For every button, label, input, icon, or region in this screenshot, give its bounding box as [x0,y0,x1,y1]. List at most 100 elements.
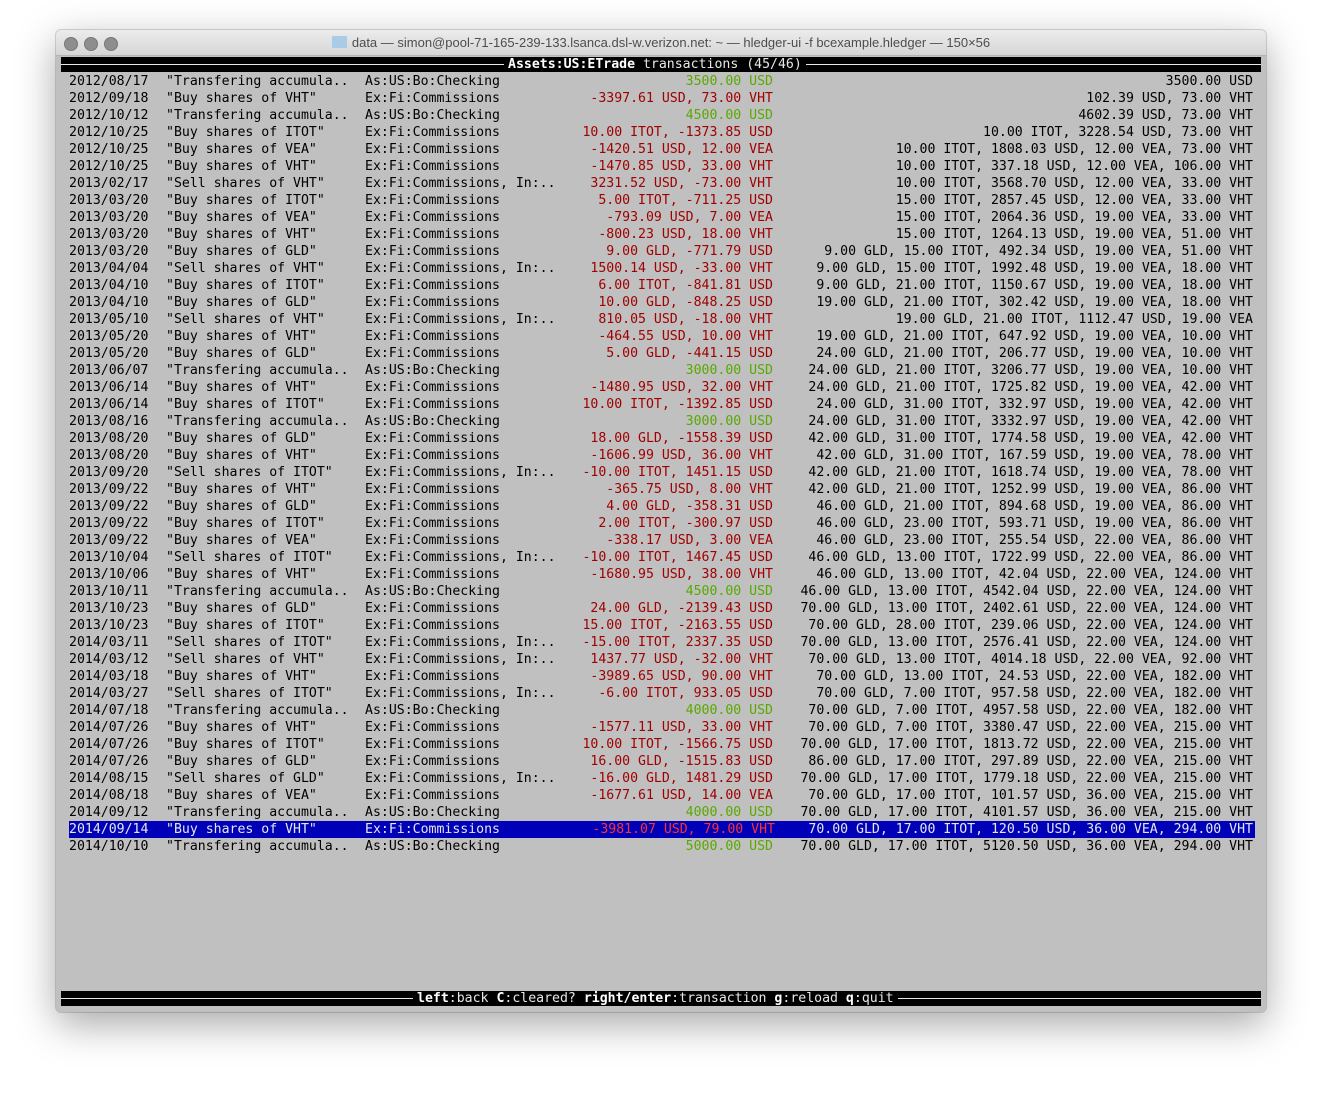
transaction-row[interactable]: 2014/07/26 "Buy shares of ITOT" Ex:Fi:Comm… [61,736,1261,753]
transaction-row[interactable]: 2013/10/06 "Buy shares of VHT" Ex:Fi:Commi… [61,566,1261,583]
balance-cell: 42.00 GLD, 21.00 ITOT, 1252.99 USD, 19.0… [808,482,1253,497]
balance-cell: 19.00 GLD, 21.00 ITOT, 647.92 USD, 19.00… [816,329,1253,344]
description-cell: "Buy shares of GLD" [166,431,317,446]
transaction-row[interactable]: 2013/10/04 "Sell shares of ITOT" Ex:Fi:Com… [61,549,1261,566]
description-cell: "Buy shares of ITOT" [166,516,325,531]
account-cell: Ex:Fi:Commissions [365,329,500,344]
transaction-row[interactable]: 2013/04/10 "Buy shares of GLD" Ex:Fi:Commi… [61,294,1261,311]
transaction-row[interactable]: 2014/03/11 "Sell shares of ITOT" Ex:Fi:Com… [61,634,1261,651]
transaction-row[interactable]: 2013/09/22 "Buy shares of VHT" Ex:Fi:Commi… [61,481,1261,498]
transaction-row[interactable]: 2013/05/10 "Sell shares of VHT" Ex:Fi:Comm… [61,311,1261,328]
account-cell: Ex:Fi:Commissions [365,737,500,752]
balance-cell: 70.00 GLD, 7.00 ITOT, 4957.58 USD, 22.00… [808,703,1253,718]
change-cell: 16.00 GLD, -1515.83 USD [590,754,773,769]
transaction-row[interactable]: 2013/10/23 "Buy shares of ITOT" Ex:Fi:Comm… [61,617,1261,634]
separator: : [448,991,457,1006]
change-cell: 4500.00 USD [685,584,773,599]
account-cell: Ex:Fi:Commissions, In:.. [365,635,556,650]
transaction-row[interactable]: 2014/03/18 "Buy shares of VHT" Ex:Fi:Commi… [61,668,1261,685]
transaction-row[interactable]: 2014/07/26 "Buy shares of VHT" Ex:Fi:Commi… [61,719,1261,736]
account-cell: Ex:Fi:Commissions [365,618,500,633]
date-cell: 2013/08/20 [69,431,149,446]
transaction-row[interactable]: 2013/10/11 "Transfering accumula.. As:US:B… [61,583,1261,600]
transaction-row[interactable]: 2012/10/12 "Transfering accumula.. As:US:B… [61,107,1261,124]
balance-cell: 3500.00 USD [1165,74,1253,89]
transaction-row[interactable]: 2014/09/12 "Transfering accumula.. As:US:B… [61,804,1261,821]
transaction-row[interactable]: 2013/03/20 "Buy shares of GLD" Ex:Fi:Commi… [61,243,1261,260]
terminal[interactable]: Assets:US:ETrade transactions (45/46) 20… [61,56,1261,1012]
transaction-row[interactable]: 2013/03/20 "Buy shares of VEA" Ex:Fi:Commi… [61,209,1261,226]
screen-label: transactions (45/46) [635,57,802,72]
screen-title: Assets:US:ETrade transactions (45/46) [504,57,806,72]
transaction-row[interactable]: 2013/04/10 "Buy shares of ITOT" Ex:Fi:Comm… [61,277,1261,294]
balance-cell: 9.00 GLD, 15.00 ITOT, 1992.48 USD, 19.00… [816,261,1253,276]
transaction-row[interactable]: 2014/10/10 "Transfering accumula.. As:US:B… [61,838,1261,855]
balance-cell: 9.00 GLD, 21.00 ITOT, 1150.67 USD, 19.00… [816,278,1253,293]
transaction-row[interactable]: 2013/09/20 "Sell shares of ITOT" Ex:Fi:Com… [61,464,1261,481]
transaction-row[interactable]: 2013/09/22 "Buy shares of VEA" Ex:Fi:Commi… [61,532,1261,549]
transaction-row[interactable]: 2012/08/17 "Transfering accumula.. As:US:B… [61,73,1261,90]
account-cell: As:US:Bo:Checking [365,363,500,378]
zoom-button[interactable] [104,37,118,51]
transaction-row[interactable]: 2013/03/20 "Buy shares of ITOT" Ex:Fi:Comm… [61,192,1261,209]
date-cell: 2013/10/23 [69,601,149,616]
change-cell: 3000.00 USD [685,414,773,429]
balance-cell: 24.00 GLD, 21.00 ITOT, 206.77 USD, 19.00… [816,346,1253,361]
balance-cell: 70.00 GLD, 17.00 ITOT, 120.50 USD, 36.00… [808,822,1253,837]
date-cell: 2014/08/15 [69,771,149,786]
transaction-row[interactable]: 2013/10/23 "Buy shares of GLD" Ex:Fi:Commi… [61,600,1261,617]
key-transaction: right/enter [583,991,672,1006]
description-cell: "Transfering accumula.. [166,805,349,820]
transaction-row[interactable]: 2013/02/17 "Sell shares of VHT" Ex:Fi:Comm… [61,175,1261,192]
transaction-row[interactable]: 2013/08/20 "Buy shares of VHT" Ex:Fi:Commi… [61,447,1261,464]
change-cell: -3397.61 USD, 73.00 VHT [590,91,773,106]
transaction-row[interactable]: 2014/08/18 "Buy shares of VEA" Ex:Fi:Commi… [61,787,1261,804]
balance-cell: 70.00 GLD, 13.00 ITOT, 24.53 USD, 22.00 … [816,669,1253,684]
key-help: left:back C:cleared? right/enter:transac… [413,991,898,1006]
transaction-row[interactable]: 2013/03/20 "Buy shares of VHT" Ex:Fi:Commi… [61,226,1261,243]
transaction-row[interactable]: 2013/06/07 "Transfering accumula.. As:US:B… [61,362,1261,379]
balance-cell: 10.00 ITOT, 337.18 USD, 12.00 VEA, 106.0… [895,159,1253,174]
transaction-row[interactable]: 2013/08/20 "Buy shares of GLD" Ex:Fi:Commi… [61,430,1261,447]
transaction-row[interactable]: 2012/09/18 "Buy shares of VHT" Ex:Fi:Commi… [61,90,1261,107]
transaction-row[interactable]: 2012/10/25 "Buy shares of VEA" Ex:Fi:Commi… [61,141,1261,158]
transaction-row[interactable]: 2014/03/12 "Sell shares of VHT" Ex:Fi:Comm… [61,651,1261,668]
transaction-row[interactable]: 2013/09/22 "Buy shares of ITOT" Ex:Fi:Comm… [61,515,1261,532]
close-button[interactable] [64,37,78,51]
transaction-row[interactable]: 2013/06/14 "Buy shares of ITOT" Ex:Fi:Comm… [61,396,1261,413]
description-cell: "Buy shares of VEA" [166,788,317,803]
transaction-row[interactable]: 2013/06/14 "Buy shares of VHT" Ex:Fi:Commi… [61,379,1261,396]
account-cell: As:US:Bo:Checking [365,703,500,718]
change-cell: 9.00 GLD, -771.79 USD [606,244,773,259]
change-cell: 3500.00 USD [685,74,773,89]
transaction-row-selected[interactable]: 2014/09/14 "Buy shares of VHT" Ex:Fi:Commi… [69,821,1255,838]
transaction-row[interactable]: 2013/04/04 "Sell shares of VHT" Ex:Fi:Comm… [61,260,1261,277]
date-cell: 2014/07/26 [69,720,149,735]
account-cell: Ex:Fi:Commissions [365,244,500,259]
account-cell: Ex:Fi:Commissions [365,159,500,174]
date-cell: 2013/04/10 [69,295,149,310]
description-cell: "Buy shares of VHT" [166,567,317,582]
description-cell: "Transfering accumula.. [166,703,349,718]
balance-cell: 70.00 GLD, 13.00 ITOT, 4014.18 USD, 22.0… [808,652,1253,667]
transaction-row[interactable]: 2013/09/22 "Buy shares of GLD" Ex:Fi:Commi… [61,498,1261,515]
change-cell: 10.00 ITOT, -1373.85 USD [582,125,773,140]
balance-cell: 70.00 GLD, 13.00 ITOT, 2576.41 USD, 22.0… [800,635,1253,650]
transaction-row[interactable]: 2012/10/25 "Buy shares of VHT" Ex:Fi:Commi… [61,158,1261,175]
transaction-row[interactable]: 2013/08/16 "Transfering accumula.. As:US:B… [61,413,1261,430]
transaction-row[interactable]: 2014/07/18 "Transfering accumula.. As:US:B… [61,702,1261,719]
change-cell: -3989.65 USD, 90.00 VHT [590,669,773,684]
transaction-row[interactable]: 2014/03/27 "Sell shares of ITOT" Ex:Fi:Com… [61,685,1261,702]
date-cell: 2013/05/20 [69,346,149,361]
date-cell: 2013/09/22 [69,499,149,514]
date-cell: 2012/09/18 [69,91,149,106]
transaction-row[interactable]: 2014/08/15 "Sell shares of GLD" Ex:Fi:Comm… [61,770,1261,787]
transaction-row[interactable]: 2013/05/20 "Buy shares of VHT" Ex:Fi:Commi… [61,328,1261,345]
description-cell: "Buy shares of VHT" [166,720,317,735]
change-cell: -338.17 USD, 3.00 VEA [606,533,773,548]
transaction-row[interactable]: 2012/10/25 "Buy shares of ITOT" Ex:Fi:Comm… [61,124,1261,141]
minimize-button[interactable] [84,37,98,51]
transaction-row[interactable]: 2014/07/26 "Buy shares of GLD" Ex:Fi:Commi… [61,753,1261,770]
transaction-row[interactable]: 2013/05/20 "Buy shares of GLD" Ex:Fi:Commi… [61,345,1261,362]
account-cell: Ex:Fi:Commissions [365,567,500,582]
